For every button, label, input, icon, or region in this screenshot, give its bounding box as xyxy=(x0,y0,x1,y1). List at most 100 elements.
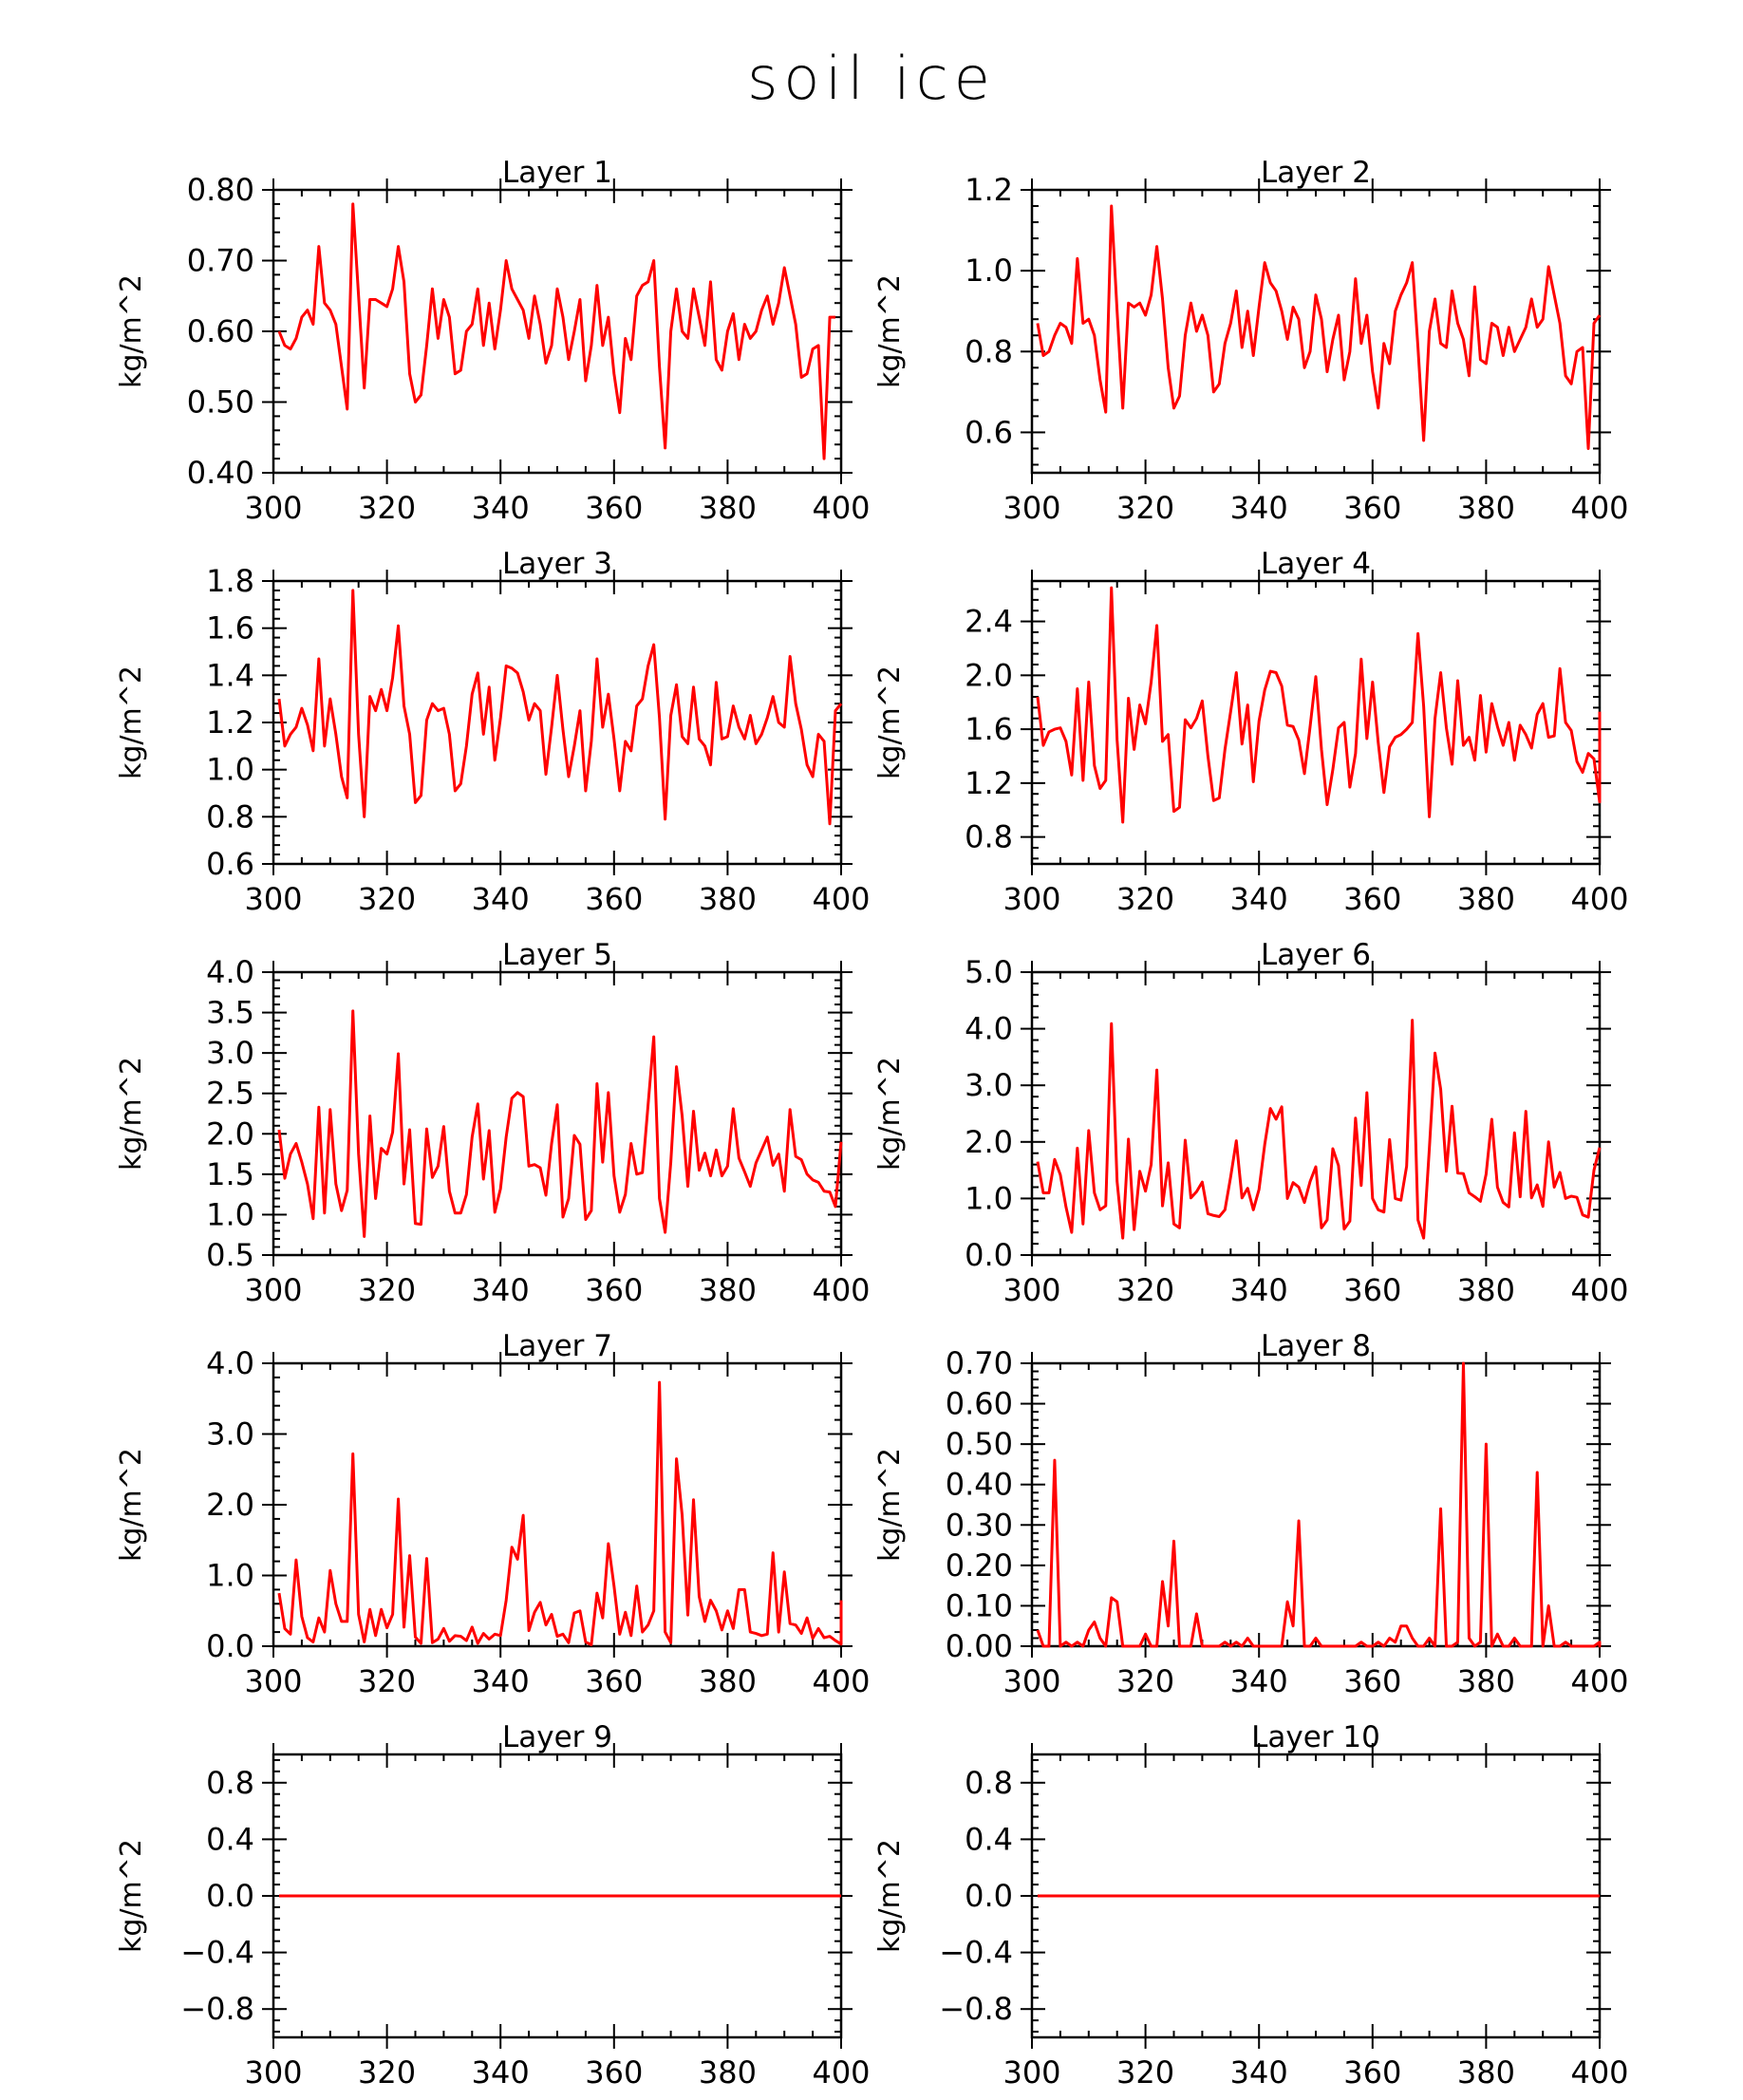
y-tick-label: 0.70 xyxy=(187,243,254,279)
y-axis-label: kg/m^2 xyxy=(115,666,148,779)
y-axis-label: kg/m^2 xyxy=(873,666,907,779)
x-tick-label: 360 xyxy=(1343,881,1401,917)
x-tick-label: 380 xyxy=(1457,1663,1515,1699)
y-tick-label: 0.10 xyxy=(946,1587,1013,1623)
y-tick-label: 2.5 xyxy=(206,1076,254,1112)
y-tick-label: 5.0 xyxy=(965,954,1013,990)
series-line-1 xyxy=(277,1380,843,1647)
x-tick-label: 340 xyxy=(1230,1663,1288,1699)
panel-title: Layer 7 xyxy=(502,1329,612,1363)
y-tick-label: 1.0 xyxy=(206,1558,254,1594)
y-tick-label: 0.8 xyxy=(965,1765,1013,1801)
series-line-1 xyxy=(1036,1019,1602,1240)
panel-layer-9: Layer 9 300 320 340 360 380 400 −0.8 −0.4 0.0 0.4 0… xyxy=(115,1720,871,2091)
y-tick-label: 2.0 xyxy=(965,1124,1013,1160)
panel-layer-6: Layer 6 300 320 340 360 380 400 0.0 1.0 2.0 3.0 4.0… xyxy=(873,938,1629,1308)
y-tick-label: 2.0 xyxy=(206,1487,254,1523)
y-tick-label: 3.0 xyxy=(965,1067,1013,1103)
x-tick-label: 360 xyxy=(1343,490,1401,526)
y-tick-label: 0.80 xyxy=(187,172,254,208)
y-tick-label: 0.8 xyxy=(965,819,1013,855)
y-tick-label: 1.0 xyxy=(206,1196,254,1232)
y-tick-label: 1.0 xyxy=(965,1180,1013,1216)
y-axis-label: kg/m^2 xyxy=(873,1448,907,1562)
x-tick-label: 320 xyxy=(358,490,416,526)
x-tick-label: 400 xyxy=(812,490,870,526)
y-tick-label: −0.8 xyxy=(939,1991,1013,2027)
panel-layer-10: Layer 10 300 320 340 360 380 400 −0.8 −0.4 0.0 0.4… xyxy=(873,1720,1629,2091)
x-tick-label: 400 xyxy=(812,1663,870,1699)
y-tick-label: 4.0 xyxy=(206,954,254,990)
x-tick-label: 340 xyxy=(472,1663,530,1699)
x-tick-label: 320 xyxy=(358,2054,416,2091)
x-tick-label: 360 xyxy=(1343,1663,1401,1699)
panel-title: Layer 2 xyxy=(1261,156,1371,190)
x-tick-label: 320 xyxy=(1116,490,1174,526)
y-tick-label: 1.4 xyxy=(206,657,254,693)
y-tick-label: 1.0 xyxy=(206,752,254,788)
panel-layer-3: Layer 3 300 320 340 360 380 400 0.6 0.8 1.0 1.2 1.4… xyxy=(115,547,871,917)
panel-title: Layer 3 xyxy=(502,547,612,581)
y-tick-label: −0.8 xyxy=(180,1991,254,2027)
panel-title: Layer 4 xyxy=(1261,547,1371,581)
y-tick-label: 1.6 xyxy=(965,711,1013,747)
x-tick-label: 320 xyxy=(1116,1272,1174,1308)
x-tick-label: 300 xyxy=(244,881,302,917)
x-tick-label: 400 xyxy=(1570,1272,1628,1308)
y-tick-label: 0.50 xyxy=(946,1426,1013,1462)
panel-title: Layer 6 xyxy=(1261,938,1371,972)
x-tick-label: 400 xyxy=(812,881,870,917)
series-line-1 xyxy=(1036,586,1602,824)
y-tick-label: 0.8 xyxy=(206,1765,254,1801)
x-tick-label: 320 xyxy=(1116,1663,1174,1699)
x-tick-label: 320 xyxy=(1116,881,1174,917)
y-tick-label: 0.0 xyxy=(965,1878,1013,1914)
main-title: soil ice xyxy=(747,44,996,113)
y-tick-label: 0.60 xyxy=(187,313,254,349)
x-tick-label: 300 xyxy=(1003,1272,1060,1308)
y-tick-label: 3.0 xyxy=(206,1035,254,1071)
y-tick-label: 0.4 xyxy=(965,1821,1013,1857)
x-tick-label: 360 xyxy=(1343,2054,1401,2091)
x-tick-label: 360 xyxy=(585,881,643,917)
series-line-1 xyxy=(277,202,836,460)
y-tick-label: 0.60 xyxy=(946,1386,1013,1422)
series-line-1 xyxy=(1036,204,1602,450)
x-tick-label: 320 xyxy=(358,881,416,917)
panel-title: Layer 8 xyxy=(1261,1329,1371,1363)
x-tick-label: 300 xyxy=(1003,881,1060,917)
y-tick-label: 0.40 xyxy=(946,1467,1013,1503)
y-tick-label: 0.20 xyxy=(946,1547,1013,1584)
y-axis-label: kg/m^2 xyxy=(115,274,148,388)
x-tick-label: 380 xyxy=(1457,1272,1515,1308)
x-tick-label: 400 xyxy=(812,1272,870,1308)
y-tick-label: 0.0 xyxy=(206,1628,254,1664)
panel-layer-2: Layer 2 300 320 340 360 380 400 0.6 0.8 1.0 1.2 kg/… xyxy=(873,156,1629,526)
y-tick-label: 0.0 xyxy=(206,1878,254,1914)
x-tick-label: 340 xyxy=(472,1272,530,1308)
x-tick-label: 380 xyxy=(1457,2054,1515,2091)
panel-layer-4: Layer 4 300 320 340 360 380 400 0.8 1.2 1.6 2.0 2.4… xyxy=(873,547,1629,917)
panel-layer-7: Layer 7 300 320 340 360 380 400 0.0 1.0 2.0 3.0 4.0… xyxy=(115,1329,871,1699)
y-tick-label: −0.4 xyxy=(939,1935,1013,1971)
y-tick-label: 2.0 xyxy=(206,1116,254,1152)
x-tick-label: 400 xyxy=(1570,2054,1628,2091)
x-tick-label: 340 xyxy=(1230,490,1288,526)
x-tick-label: 300 xyxy=(244,490,302,526)
panel-title: Layer 1 xyxy=(502,156,612,190)
y-tick-label: 2.4 xyxy=(965,604,1013,640)
x-tick-label: 340 xyxy=(1230,1272,1288,1308)
x-tick-label: 340 xyxy=(472,881,530,917)
panel-title: Layer 10 xyxy=(1251,1720,1380,1754)
y-axis-label: kg/m^2 xyxy=(115,1057,148,1171)
y-tick-label: 3.5 xyxy=(206,995,254,1031)
x-tick-label: 380 xyxy=(699,1272,757,1308)
y-tick-label: 0.5 xyxy=(206,1237,254,1273)
x-tick-label: 320 xyxy=(1116,2054,1174,2091)
y-tick-label: 4.0 xyxy=(965,1011,1013,1047)
x-tick-label: 360 xyxy=(585,490,643,526)
x-tick-label: 380 xyxy=(699,2054,757,2091)
x-tick-label: 380 xyxy=(699,881,757,917)
y-tick-label: 4.0 xyxy=(206,1345,254,1381)
